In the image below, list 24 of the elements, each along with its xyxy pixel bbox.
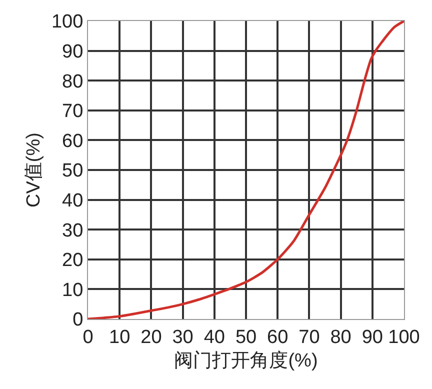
y-axis-title: CV值(%) bbox=[23, 132, 44, 208]
y-tick-label: 100 bbox=[51, 12, 84, 33]
x-tick-label: 40 bbox=[204, 326, 225, 348]
x-tick-label: 50 bbox=[235, 326, 257, 348]
y-tick-label: 80 bbox=[62, 71, 84, 92]
x-tick-label: 30 bbox=[172, 326, 194, 348]
x-tick-label: 80 bbox=[330, 326, 352, 348]
x-tick-label: 90 bbox=[362, 326, 383, 348]
y-tick-label: 40 bbox=[62, 190, 84, 212]
y-tick-label: 0 bbox=[72, 310, 84, 331]
x-axis-title: 阀门打开角度(%) bbox=[174, 350, 318, 372]
y-tick-label: 30 bbox=[62, 220, 84, 242]
x-tick-label: 70 bbox=[298, 326, 320, 348]
y-tick-label: 60 bbox=[62, 130, 84, 152]
x-tick-label: 60 bbox=[267, 326, 288, 348]
y-tick-label: 10 bbox=[62, 280, 84, 301]
x-tick-label: 20 bbox=[140, 326, 162, 348]
x-tick-label: 10 bbox=[109, 326, 130, 348]
y-tick-label: 90 bbox=[62, 41, 84, 62]
y-tick-label: 50 bbox=[62, 160, 84, 182]
y-tick-label: 70 bbox=[62, 101, 84, 122]
y-tick-label: 20 bbox=[62, 250, 84, 272]
x-tick-label: 100 bbox=[388, 326, 420, 348]
line-series bbox=[88, 21, 404, 319]
